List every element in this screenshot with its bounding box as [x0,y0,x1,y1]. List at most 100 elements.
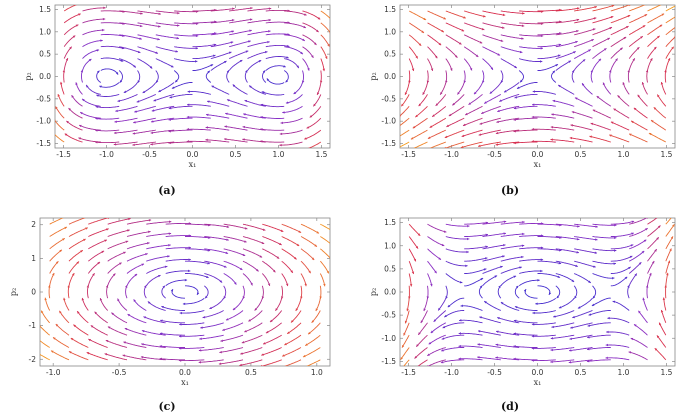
streamline-arrowhead [99,298,103,301]
streamline-arrowhead [662,297,666,300]
streamline-arrowhead [607,37,610,41]
x-tick-label: 0.5 [230,150,242,159]
x-tick-label: -0.5 [487,368,502,377]
streamline-arrowhead [313,103,316,107]
streamline [633,324,648,336]
streamline-arrowhead [441,337,445,340]
y-tick-label: -1.5 [381,357,396,366]
streamline-arrowhead [222,328,225,331]
streamline [87,272,95,286]
streamline [656,335,667,348]
streamline-arrowhead [325,56,328,59]
streamline [647,57,653,71]
streamline-arrowhead [155,51,159,54]
x-tick-label: 0.0 [532,150,544,159]
streamline-arrowhead [232,7,235,11]
streamline-arrowhead [656,237,659,240]
streamline [187,91,211,95]
streamline [558,297,575,309]
streamline [161,305,185,311]
streamline-arrowhead [467,224,470,228]
streamline [107,240,129,250]
streamline-arrowhead [187,269,191,273]
streamline [574,260,596,268]
streamline-arrowhead [553,315,556,318]
streamline-arrowhead [78,13,81,16]
streamline-arrowhead [502,26,505,29]
streamline-arrowhead [258,60,262,63]
streamline-arrowhead [275,308,278,311]
streamline-arrowhead [659,214,662,216]
streamline [137,34,160,41]
plot-frame [399,217,676,367]
streamline [40,325,50,336]
streamline-arrowhead [151,120,154,123]
streamline [242,248,263,258]
streamline-arrowhead [588,49,591,52]
streamline [88,338,108,348]
streamline [551,322,575,328]
streamline-arrowhead [576,29,579,33]
streamline-arrowhead [326,270,329,274]
streamlines [55,5,330,148]
streamline [275,298,283,312]
streamline [408,34,422,47]
y-tick-label: 0.0 [384,288,396,297]
streamline [665,16,675,24]
streamline-arrowhead [475,54,479,57]
streamline [198,347,224,351]
streamline [279,141,303,146]
streamline-arrowhead [519,50,523,54]
streamline [265,9,290,12]
streamline [633,107,648,119]
streamline [518,70,524,83]
streamline [630,337,648,348]
streamline-arrowhead [522,232,525,236]
streamline [577,297,593,309]
streamline-arrowhead [481,27,485,31]
streamline [281,236,300,247]
streamline [550,359,575,363]
streamline [242,273,253,286]
streamline-arrowhead [645,285,649,288]
streamline [573,59,586,71]
streamline-arrowhead [268,30,271,33]
streamline-arrowhead [483,15,486,18]
streamline [427,10,447,20]
streamline [551,70,557,83]
caption-c: (c) [158,400,176,413]
streamline [514,306,538,311]
streamline [441,334,465,340]
streamline-arrowhead [52,273,55,276]
streamline [441,347,465,352]
streamline-arrowhead [73,324,76,328]
streamline [592,37,611,48]
streamline [444,310,465,318]
streamline-arrowhead [404,320,408,324]
streamline [262,260,276,273]
streamline [150,117,175,123]
streamline [479,117,501,125]
streamline-arrowhead [649,272,652,276]
streamline [519,270,543,274]
streamline [165,235,192,237]
streamline [463,46,479,58]
streamline-arrowhead [41,310,44,314]
streamline-arrowhead [260,140,263,143]
streamline-arrowhead [308,270,311,274]
streamline [500,221,525,225]
streamline-arrowhead [426,296,430,299]
streamline [192,43,217,48]
streamline-arrowhead [404,92,408,95]
streamline [413,141,428,148]
streamline [630,120,648,131]
streamline-arrowhead [593,265,596,268]
streamline-arrowhead [55,324,59,327]
streamline [49,237,66,250]
streamline-arrowhead [242,296,245,299]
streamline [171,82,193,89]
streamline [320,34,330,47]
streamline [319,260,330,274]
streamline-arrowhead [96,94,99,97]
streamline-arrowhead [642,25,646,28]
